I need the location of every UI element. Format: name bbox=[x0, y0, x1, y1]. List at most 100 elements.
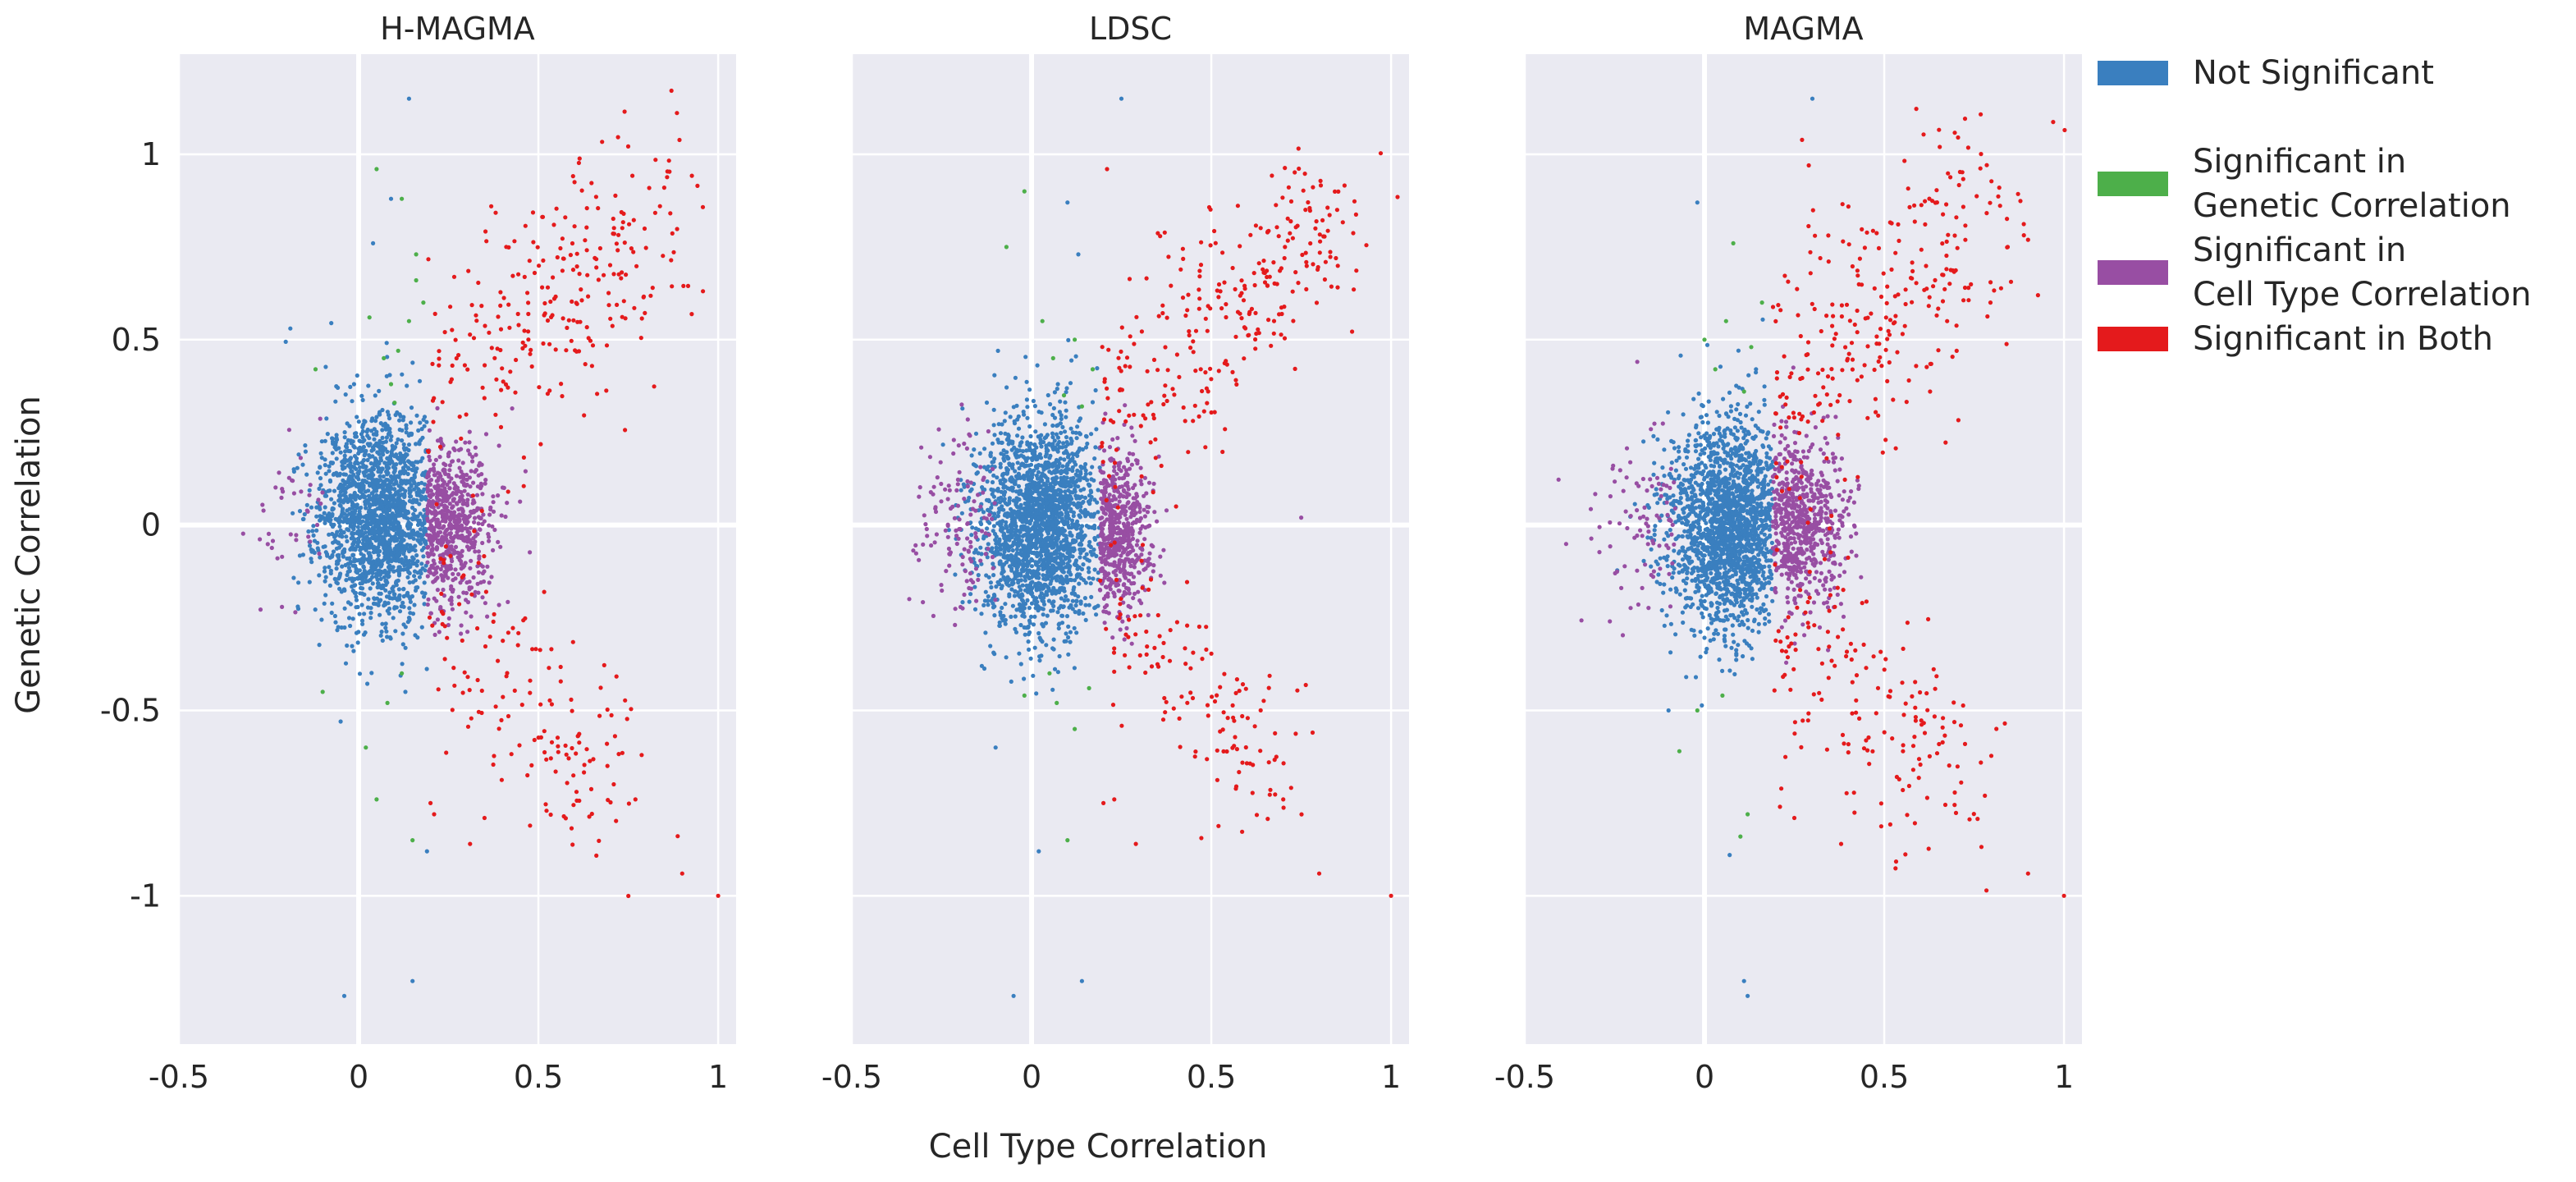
data-point-both bbox=[468, 332, 473, 337]
data-point-both bbox=[701, 289, 706, 294]
data-point-ns bbox=[1009, 465, 1014, 470]
data-point-ct bbox=[464, 501, 469, 506]
data-point-both bbox=[515, 311, 520, 317]
data-point-ns bbox=[329, 497, 334, 502]
data-point-ns bbox=[1091, 576, 1096, 581]
data-point-ct bbox=[483, 481, 487, 486]
data-point-ns bbox=[377, 520, 382, 526]
data-point-ct bbox=[467, 440, 472, 445]
data-point-ns bbox=[345, 572, 350, 578]
y-tick-label: -0.5 bbox=[100, 692, 161, 728]
data-point-both bbox=[479, 508, 484, 514]
data-point-both bbox=[570, 842, 575, 847]
data-point-ns bbox=[1041, 602, 1047, 607]
data-point-ns bbox=[345, 458, 350, 463]
data-point-ct bbox=[474, 452, 478, 457]
data-point-ct bbox=[445, 482, 450, 488]
data-point-ct bbox=[483, 432, 489, 437]
data-point-ns bbox=[336, 520, 341, 525]
data-point-both bbox=[564, 752, 569, 757]
data-point-ns bbox=[342, 625, 347, 630]
data-point-ns bbox=[1024, 574, 1029, 580]
data-point-ns bbox=[1025, 405, 1030, 410]
data-point-ns bbox=[1058, 399, 1063, 404]
data-point-ct bbox=[496, 539, 501, 545]
data-point-ns bbox=[392, 592, 397, 597]
data-point-ns bbox=[1036, 410, 1041, 415]
y-tick-label: 0 bbox=[141, 507, 161, 543]
data-point-ns bbox=[1072, 625, 1077, 630]
data-point-ns bbox=[1043, 583, 1048, 588]
data-point-ns bbox=[1003, 431, 1008, 436]
data-point-ns bbox=[970, 525, 975, 530]
data-point-both bbox=[626, 893, 631, 899]
data-point-ns bbox=[981, 510, 986, 515]
data-point-ns bbox=[1055, 449, 1060, 454]
data-point-ns bbox=[410, 978, 415, 983]
data-point-ns bbox=[1086, 482, 1091, 487]
data-point-ns bbox=[357, 612, 362, 616]
data-point-ns bbox=[1068, 381, 1073, 386]
data-point-both bbox=[526, 311, 531, 317]
data-point-ns bbox=[1082, 487, 1087, 492]
data-point-ns bbox=[1033, 525, 1038, 529]
data-point-both bbox=[453, 337, 458, 342]
data-point-both bbox=[506, 713, 511, 719]
data-point-ct bbox=[450, 607, 455, 612]
data-point-ns bbox=[372, 596, 377, 601]
data-point-ns bbox=[1033, 429, 1038, 434]
data-point-both bbox=[623, 428, 628, 433]
data-point-both bbox=[525, 772, 530, 778]
data-point-ns bbox=[1059, 603, 1064, 608]
data-point-both bbox=[448, 553, 453, 559]
data-point-both bbox=[675, 834, 680, 839]
data-point-ct bbox=[293, 610, 298, 615]
data-point-ct bbox=[460, 525, 464, 531]
data-point-both bbox=[538, 648, 542, 653]
data-point-ns bbox=[1024, 379, 1029, 384]
data-point-ns bbox=[378, 598, 383, 602]
data-point-ns bbox=[345, 600, 351, 605]
data-point-ns bbox=[352, 431, 358, 436]
data-point-ns bbox=[387, 480, 392, 486]
data-point-ns bbox=[413, 543, 418, 548]
data-point-ns bbox=[989, 584, 994, 590]
data-point-gen bbox=[414, 252, 419, 257]
data-point-ns bbox=[423, 568, 428, 573]
data-point-ns bbox=[380, 621, 385, 626]
data-point-both bbox=[528, 823, 533, 828]
data-point-ns bbox=[1000, 422, 1004, 427]
data-point-both bbox=[494, 377, 499, 382]
data-point-ns bbox=[419, 459, 423, 464]
data-point-ns bbox=[349, 438, 354, 443]
data-point-ns bbox=[382, 490, 387, 495]
data-point-ns bbox=[1060, 547, 1065, 552]
data-point-ns bbox=[1078, 555, 1082, 560]
data-point-ns bbox=[1094, 427, 1099, 432]
data-point-ns bbox=[341, 506, 345, 511]
data-point-ns bbox=[1064, 493, 1068, 498]
data-point-ct bbox=[460, 553, 464, 558]
data-point-ns bbox=[310, 529, 315, 534]
data-point-ns bbox=[410, 462, 414, 467]
data-point-ns bbox=[1050, 431, 1055, 436]
data-point-gen bbox=[1065, 838, 1070, 843]
data-point-ns bbox=[325, 432, 330, 437]
data-point-ns bbox=[960, 406, 965, 411]
data-point-ns bbox=[405, 383, 410, 388]
data-point-ns bbox=[378, 478, 383, 483]
data-point-ct bbox=[436, 470, 441, 475]
data-point-ns bbox=[330, 506, 335, 511]
data-point-both bbox=[555, 254, 560, 260]
data-point-ct bbox=[425, 574, 430, 579]
data-point-ns bbox=[375, 450, 380, 455]
data-point-ct bbox=[456, 516, 461, 521]
data-point-ns bbox=[418, 420, 423, 425]
data-point-ns bbox=[374, 561, 379, 566]
data-point-ns bbox=[411, 561, 416, 566]
data-point-both bbox=[512, 239, 517, 244]
data-point-ns bbox=[1027, 583, 1032, 588]
data-point-ns bbox=[350, 399, 355, 404]
data-point-both bbox=[532, 737, 537, 743]
data-point-ct bbox=[294, 538, 299, 543]
